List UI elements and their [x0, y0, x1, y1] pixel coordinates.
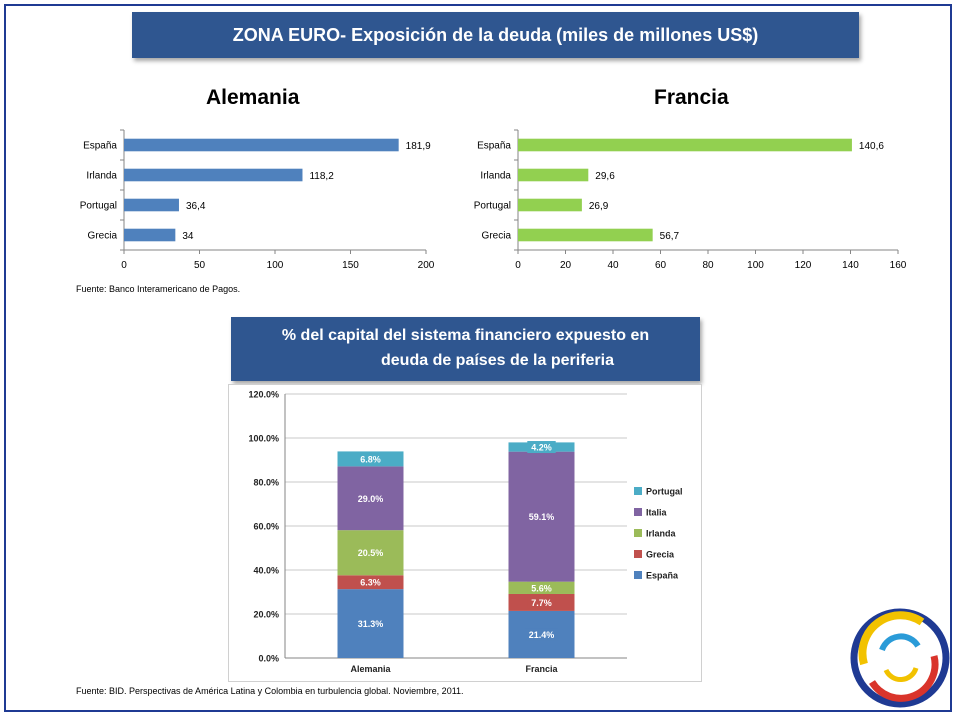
data-label-bg — [527, 581, 556, 594]
data-label-bg — [527, 441, 556, 454]
legend-swatch-irlanda — [634, 529, 642, 537]
data-label-alemania-irlanda: 20.5% — [358, 548, 384, 558]
category-label-grecia: Grecia — [88, 231, 118, 242]
x-tick-label: 80 — [702, 260, 714, 271]
bar-espana — [518, 138, 852, 152]
x-tick-label: 50 — [194, 260, 206, 271]
y-tick-label: 0.0% — [258, 654, 279, 664]
x-tick-label: 120 — [795, 260, 812, 271]
y-tick-label: 100.0% — [248, 434, 279, 444]
data-label-bg — [353, 492, 388, 505]
legend-swatch-italia — [634, 508, 642, 516]
data-label-bg — [353, 617, 388, 630]
y-tick-label: 80.0% — [253, 478, 279, 488]
data-label-portugal: 36,4 — [186, 201, 206, 212]
banner-line-1: % del capital del sistema financiero exp… — [281, 327, 650, 344]
data-label-alemania-grecia: 6.3% — [360, 578, 381, 588]
data-label-espana: 181,9 — [406, 141, 431, 152]
data-label-francia-portugal: 4.2% — [531, 443, 552, 453]
category-label-espana: España — [477, 141, 511, 152]
source-note-bottom: Fuente: BID. Perspectivas de América Lat… — [76, 686, 464, 696]
bar-portugal — [124, 198, 179, 212]
legend-label-portugal: Portugal — [646, 487, 683, 497]
data-label-francia-italia: 59.1% — [529, 512, 555, 522]
chart-alemania: 0 50 100 150 200 España 181,9 Irlanda 118,2 Portu… — [80, 129, 435, 271]
data-label-bg — [356, 576, 385, 589]
category-label-irlanda: Irlanda — [480, 171, 511, 182]
data-label-francia-grecia: 7.7% — [531, 598, 552, 608]
x-category-label-francia: Francia — [525, 664, 558, 674]
bar-grecia — [124, 228, 176, 242]
data-label-alemania-portugal: 6.8% — [360, 454, 381, 464]
y-tick-label: 120.0% — [248, 390, 279, 400]
legend-label-italia: Italia — [646, 508, 668, 518]
category-label-grecia: Grecia — [482, 231, 512, 242]
x-tick-label: 140 — [842, 260, 859, 271]
fundacion-logo — [850, 608, 950, 708]
banner-line-2: deuda de países de la periferia — [381, 352, 614, 369]
chart-title-alemania: Alemania — [206, 86, 300, 109]
data-label-grecia: 56,7 — [660, 231, 680, 242]
legend-swatch-espana — [634, 571, 642, 579]
x-tick-label: 150 — [342, 260, 359, 271]
bar-grecia — [518, 228, 653, 242]
x-tick-label: 20 — [560, 260, 572, 271]
x-tick-label: 200 — [418, 260, 435, 271]
slide-title: ZONA EURO- Exposición de la deuda (miles… — [132, 12, 859, 58]
data-label-bg — [524, 628, 559, 641]
bar-portugal — [518, 198, 582, 212]
chart-area — [228, 384, 702, 682]
chart-title-francia: Francia — [654, 86, 729, 109]
capital-exposure-banner: % del capital del sistema financiero exp… — [231, 317, 700, 381]
y-tick-label: 60.0% — [253, 522, 279, 532]
chart-francia: 0 20 40 60 80 100 120 140 160 España 140,6 Irlanda 2… — [474, 129, 907, 271]
y-tick-label: 40.0% — [253, 566, 279, 576]
x-tick-label: 60 — [655, 260, 667, 271]
legend-label-espana: España — [646, 571, 679, 581]
category-label-espana: España — [83, 141, 117, 152]
category-label-portugal: Portugal — [80, 201, 117, 212]
bar-irlanda — [124, 168, 303, 182]
category-label-portugal: Portugal — [474, 201, 511, 212]
chart-stacked-exposure: 0.0% 20.0% 40.0% 60.0% 80.0% 100.0% 120.0% 31.3… — [228, 384, 702, 682]
x-category-label-alemania: Alemania — [350, 664, 391, 674]
bar-irlanda — [518, 168, 589, 182]
x-tick-label: 0 — [515, 260, 521, 271]
data-label-irlanda: 29,6 — [595, 171, 615, 182]
legend-swatch-portugal — [634, 487, 642, 495]
data-label-bg — [353, 546, 388, 559]
x-tick-label: 100 — [747, 260, 764, 271]
x-tick-label: 100 — [267, 260, 284, 271]
x-tick-label: 160 — [890, 260, 907, 271]
source-note-top: Fuente: Banco Interamericano de Pagos. — [76, 284, 241, 294]
data-label-francia-irlanda: 5.6% — [531, 583, 552, 593]
data-label-bg — [524, 510, 559, 523]
legend-label-grecia: Grecia — [646, 550, 675, 560]
data-label-bg — [527, 596, 556, 609]
y-tick-label: 20.0% — [253, 610, 279, 620]
bar-espana — [124, 138, 399, 152]
data-label-irlanda: 118,2 — [309, 171, 334, 182]
legend-swatch-grecia — [634, 550, 642, 558]
x-tick-label: 0 — [121, 260, 127, 271]
data-label-grecia: 34 — [182, 231, 194, 242]
category-label-irlanda: Irlanda — [86, 171, 117, 182]
data-label-alemania-espana: 31.3% — [358, 619, 384, 629]
data-label-espana: 140,6 — [859, 141, 884, 152]
slide-frame — [4, 4, 952, 712]
data-label-francia-espana: 21.4% — [529, 630, 555, 640]
data-label-bg — [356, 452, 385, 465]
x-tick-label: 40 — [607, 260, 619, 271]
legend-label-irlanda: Irlanda — [646, 529, 677, 539]
data-label-alemania-italia: 29.0% — [358, 494, 384, 504]
data-label-portugal: 26,9 — [589, 201, 609, 212]
